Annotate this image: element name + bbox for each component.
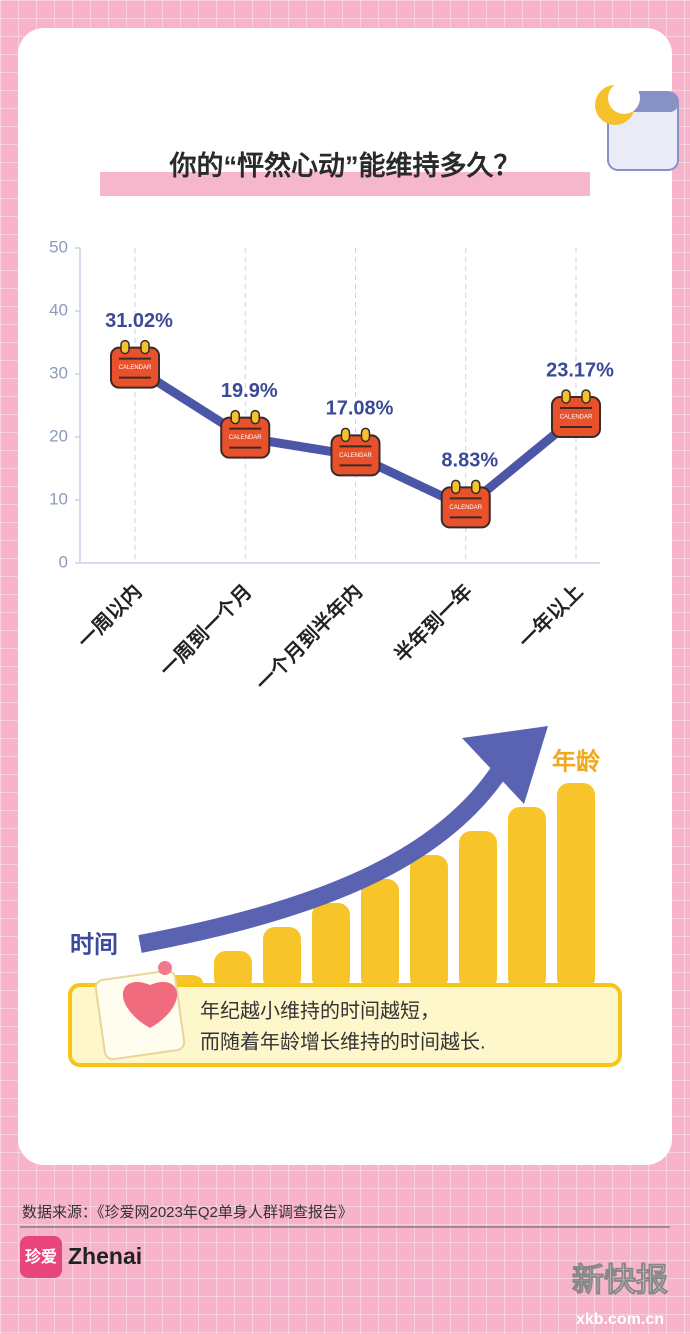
calendar-marker: CALENDAR	[220, 409, 271, 459]
data-label: 8.83%	[441, 450, 498, 472]
illustration-bar	[312, 903, 350, 990]
calendar-marker: CALENDAR	[110, 339, 160, 389]
calendar-marker: CALENDAR	[440, 479, 491, 529]
marker-text: CALENDAR	[119, 365, 152, 371]
logo-badge	[20, 1236, 62, 1278]
calendar-marker: CALENDAR	[330, 427, 381, 477]
illustration-bar	[361, 879, 399, 990]
marker-ring	[250, 409, 260, 425]
caption-line: 年纪越小维持的时间越短，	[200, 999, 440, 1022]
y-tick-label: 50	[49, 237, 68, 256]
brand-name: Zhenai	[68, 1243, 142, 1269]
marker-ring	[451, 479, 461, 495]
illustration-bar	[263, 927, 301, 990]
source: 数据来源：《珍爱网2023年Q2单身人群调查报告》	[22, 1204, 353, 1221]
y-label: 年龄	[552, 747, 601, 775]
heart-icon	[94, 961, 186, 1061]
calendar-marker: CALENDAR	[551, 389, 601, 439]
y-tick-label: 0	[59, 552, 68, 571]
caption-box	[68, 983, 622, 1067]
illustration-bar	[459, 831, 497, 990]
marker-ring	[471, 479, 481, 495]
title-highlight	[100, 172, 590, 196]
illustration-bar	[557, 783, 595, 990]
chart-title: 你的“怦然心动”能维持多久？	[169, 150, 521, 181]
marker-ring	[581, 389, 591, 404]
x-label: 时间	[70, 931, 118, 958]
arrow	[138, 765, 508, 953]
y-tick-label: 20	[49, 426, 68, 445]
illustration-bar	[410, 855, 448, 990]
marker-ring	[561, 389, 571, 404]
y-tick-label: 40	[49, 300, 68, 319]
data-label: 23.17%	[546, 359, 614, 381]
data-label: 17.08%	[326, 398, 394, 420]
marker-text: CALENDAR	[339, 453, 372, 459]
marker-text: CALENDAR	[449, 505, 482, 511]
logo-text: 珍爱	[25, 1247, 57, 1266]
marker-ring	[120, 339, 130, 355]
data-label: 31.02%	[105, 310, 173, 332]
watermark-url: xkb.com.cn	[576, 1311, 664, 1328]
arrow-head	[462, 726, 548, 804]
y-tick-label: 10	[49, 489, 68, 508]
marker-ring	[360, 427, 371, 443]
marker-text: CALENDAR	[560, 415, 593, 421]
illustration-bar	[214, 951, 252, 990]
marker-text: CALENDAR	[229, 435, 262, 441]
marker-ring	[340, 427, 351, 443]
marker-ring	[140, 339, 150, 355]
data-label: 19.9%	[221, 380, 278, 402]
illustration-bar	[508, 807, 546, 990]
caption-line: 而随着年龄增长维持的时间越长.	[200, 1030, 486, 1053]
marker-ring	[230, 409, 240, 425]
corner-icon	[595, 82, 679, 171]
illustration-bars	[165, 783, 595, 990]
watermark-name: 新快报	[572, 1261, 668, 1297]
y-tick-label: 30	[49, 363, 68, 382]
